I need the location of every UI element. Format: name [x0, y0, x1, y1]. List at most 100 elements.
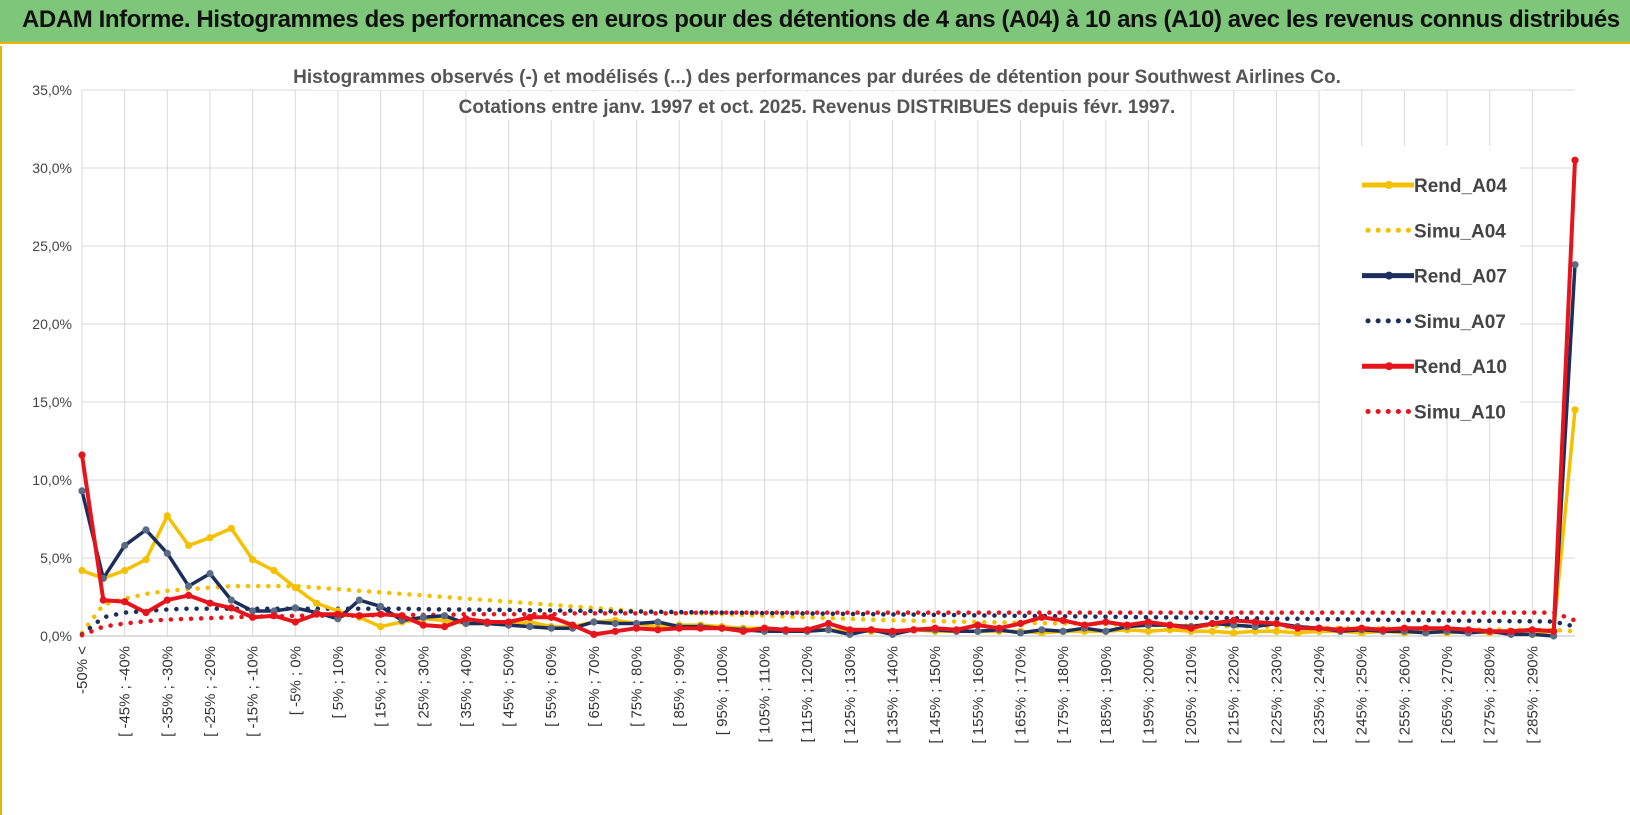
data-point [1272, 619, 1280, 628]
data-point [824, 626, 833, 634]
data-point [355, 612, 363, 620]
data-point [206, 534, 214, 542]
data-point [121, 541, 129, 550]
data-point [163, 596, 171, 604]
data-point [1315, 624, 1323, 632]
x-tick-label: -50% < [74, 646, 91, 694]
x-tick-label: [ 105% ; 110% [757, 646, 774, 742]
data-point [1464, 626, 1472, 634]
data-point [270, 566, 278, 575]
data-point [1166, 621, 1174, 629]
data-point [718, 624, 726, 632]
data-point [1144, 627, 1152, 635]
data-point [99, 596, 107, 604]
data-point [142, 609, 150, 617]
data-point [1208, 627, 1216, 635]
y-tick-label: 5,0% [40, 550, 72, 566]
y-axis: 0,0% 5,0% 10,0% 15,0% 20,0% 25,0% 30,0% 35,0% [32, 82, 72, 644]
chart-title-line: Histogrammes observés (-) et modélisés (… [293, 67, 1341, 88]
x-tick-label: [ 255% ; 260% [1396, 646, 1413, 744]
y-tick-label: 35,0% [32, 82, 72, 98]
data-point [1102, 618, 1110, 626]
chart-frame: Histogrammes observés (-) et modélisés (… [0, 46, 1630, 815]
data-point [782, 626, 790, 634]
chart-grid [81, 89, 1575, 637]
x-tick-label: [ 195% ; 200% [1140, 646, 1157, 744]
legend-backdrop [1320, 146, 1520, 416]
x-tick-label: [ 5% ; 10% [330, 646, 347, 719]
data-point [121, 598, 129, 606]
x-tick-label: [ -25% ; -20% [202, 646, 219, 737]
data-point [185, 541, 193, 550]
data-point [824, 619, 833, 628]
data-point [1571, 261, 1579, 269]
x-axis: -50% < [ -45% ; -40% [ -35% ; -30% [ -25% ;… [74, 635, 1575, 744]
x-tick-label: [ 275% ; 280% [1482, 646, 1499, 744]
x-tick-label: [ 65% ; 70% [586, 646, 603, 727]
chart-title: Histogrammes observés (-) et modélisés (… [293, 62, 1341, 120]
data-point [1251, 618, 1259, 626]
data-point [974, 627, 982, 635]
legend-label: Rend_A10 [1414, 357, 1507, 378]
x-tick-label: [ 35% ; 40% [458, 646, 475, 727]
legend-label: Rend_A07 [1414, 267, 1507, 288]
data-point [313, 610, 321, 618]
data-point [441, 612, 449, 620]
data-point [206, 570, 214, 578]
series-Rend_A10 [78, 156, 1579, 639]
legend-marker [1385, 362, 1393, 371]
data-point [1443, 624, 1451, 632]
data-point [185, 582, 193, 590]
data-point [163, 512, 171, 520]
data-point [1208, 619, 1216, 628]
data-point [910, 626, 918, 634]
data-point [78, 487, 86, 495]
data-point [1379, 626, 1387, 634]
data-point [803, 626, 811, 634]
data-point [142, 526, 150, 534]
data-point [654, 626, 662, 634]
data-point [163, 549, 171, 557]
data-point [1507, 627, 1515, 635]
data-point [78, 451, 86, 459]
data-point [1486, 627, 1494, 635]
x-tick-label: [ 75% ; 80% [629, 646, 646, 727]
series-Simu_A07 [79, 606, 1578, 637]
data-point [398, 612, 406, 620]
data-point [142, 556, 150, 564]
data-point [547, 624, 555, 632]
data-point [185, 591, 193, 600]
data-point [1272, 627, 1280, 635]
chart-title-backdrop [312, 62, 1322, 90]
x-tick-label: [ 145% ; 150% [927, 646, 944, 744]
x-tick-label: [ 115% ; 120% [799, 646, 816, 742]
chart-series [78, 156, 1579, 640]
data-point [249, 607, 257, 615]
data-point [1038, 626, 1046, 634]
x-tick-label: [ 215% ; 220% [1226, 646, 1243, 744]
data-point [249, 613, 257, 621]
data-point [1294, 624, 1302, 632]
data-point [227, 596, 235, 604]
data-point [334, 610, 342, 618]
series-Rend_A04 [78, 406, 1579, 637]
chart-legend: Rend_A04 Simu_A04 Rend_A07 Simu_A07 Rend_A10… [1320, 146, 1520, 424]
chart-title-line: Cotations entre janv. 1997 et oct. 2025.… [459, 97, 1176, 118]
data-point [1038, 613, 1046, 621]
data-point [1528, 626, 1536, 634]
data-point [377, 602, 385, 611]
data-point [1336, 626, 1344, 634]
data-point [1187, 624, 1195, 632]
legend-item: Rend_A07 [1362, 267, 1507, 288]
data-point [462, 615, 470, 623]
x-tick-label: [ 55% ; 60% [543, 646, 560, 727]
x-tick-label: [ 85% ; 90% [671, 646, 688, 727]
x-tick-label: [ 45% ; 50% [501, 646, 518, 727]
x-tick-label: [ 245% ; 250% [1354, 646, 1371, 744]
data-point [227, 604, 235, 612]
data-point [78, 566, 86, 575]
x-tick-label: [ 95% ; 100% [714, 646, 731, 735]
x-tick-label: [ 165% ; 170% [1012, 646, 1029, 744]
x-tick-label: [ -45% ; -40% [117, 646, 134, 737]
banner: ADAM Informe. Histogrammes des performan… [0, 0, 1630, 44]
